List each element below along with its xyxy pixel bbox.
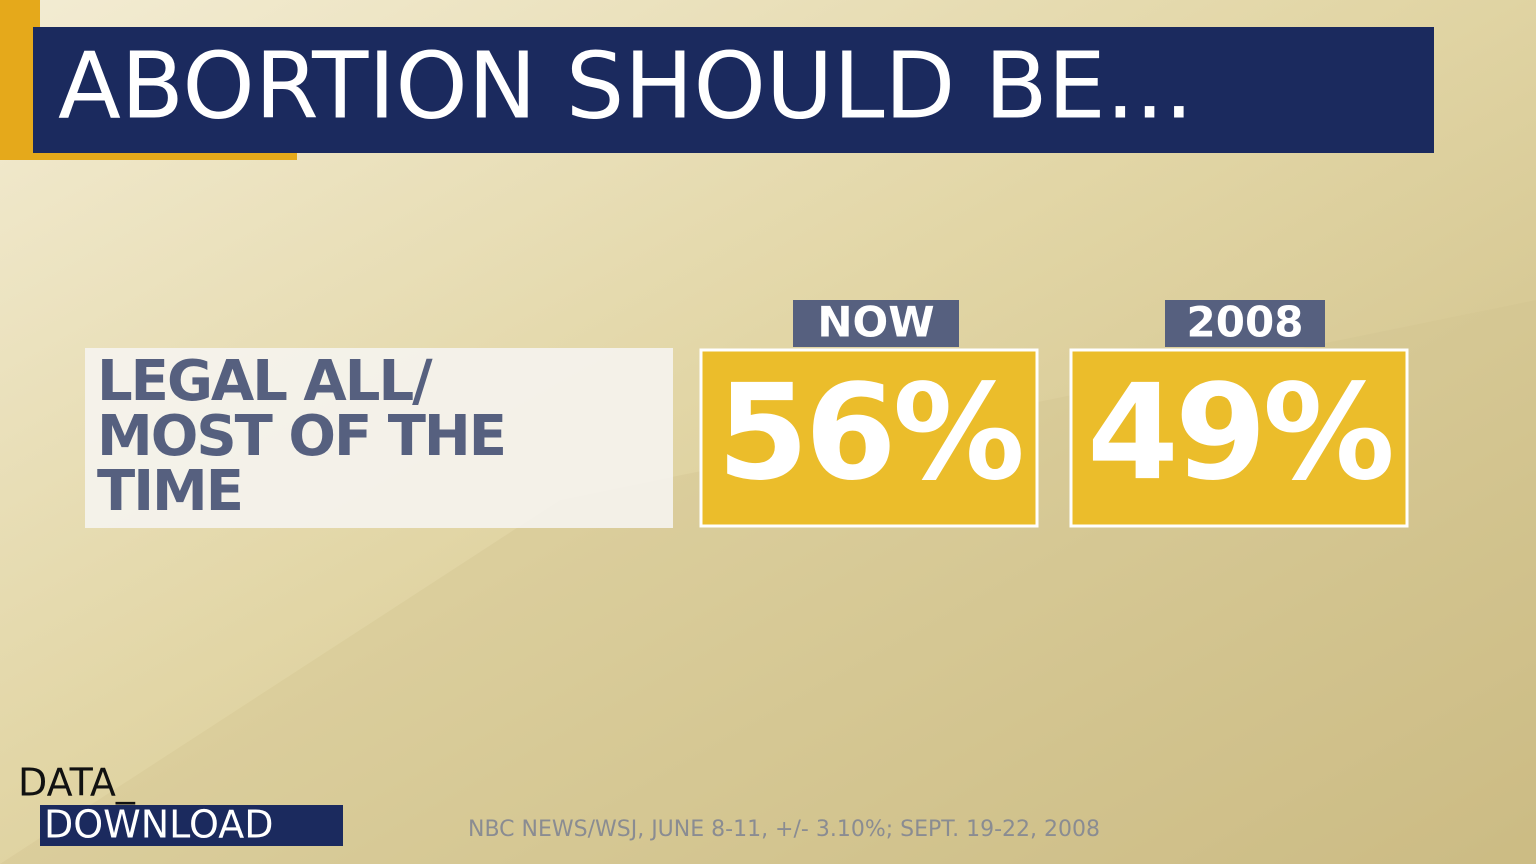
column-header-tag (793, 300, 959, 347)
value: 49% (1087, 356, 1392, 510)
title-bar (33, 27, 1434, 153)
title: ABORTION SHOULD BE... (58, 32, 1194, 139)
logo-box (40, 805, 343, 846)
row-label: TIME (97, 459, 242, 524)
row-label: LEGAL ALL/ (97, 349, 433, 414)
value-box (1069, 348, 1409, 528)
row-label: MOST OF THE (97, 404, 505, 469)
value-box (699, 348, 1039, 528)
value: 56% (717, 356, 1022, 510)
column-header: 2008 (1187, 298, 1304, 347)
column-header-tag (1165, 300, 1325, 347)
source: NBC NEWS/WSJ, JUNE 8-11, +/- 3.10%; SEPT… (468, 817, 1100, 842)
accent-line (0, 150, 297, 160)
row-label-box (85, 348, 673, 528)
column-header: NOW (817, 298, 934, 347)
logo-line2: DOWNLOAD (44, 803, 273, 847)
logo-line1: DATA_ (18, 761, 136, 805)
